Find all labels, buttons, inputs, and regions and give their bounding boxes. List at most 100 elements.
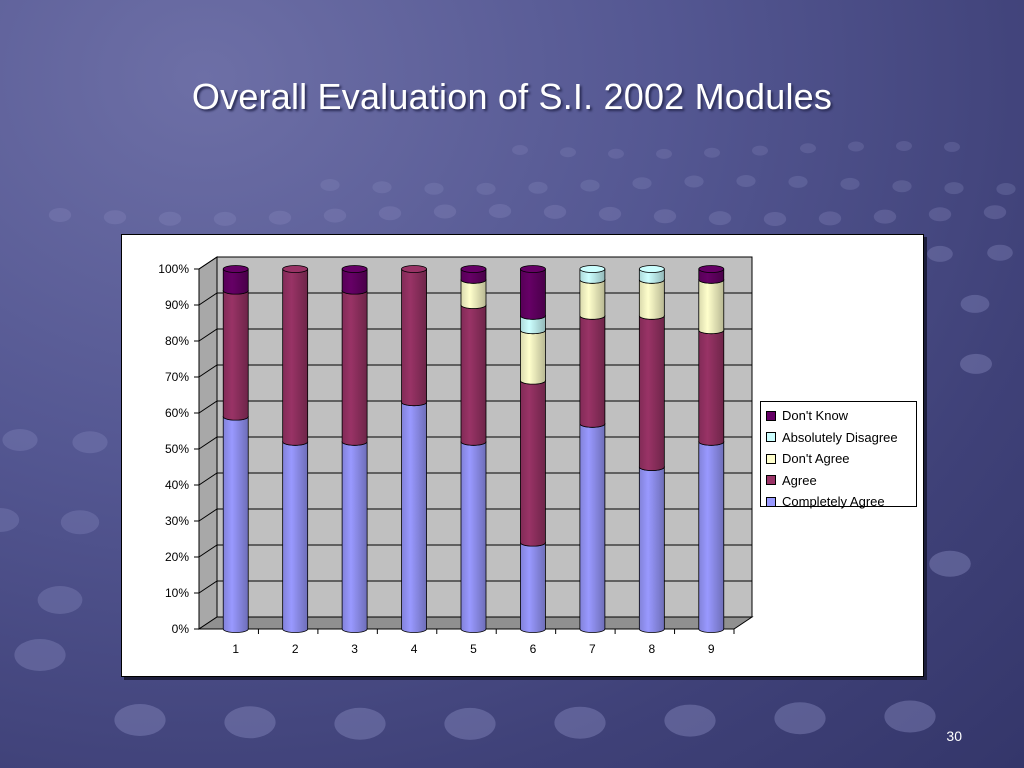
chart-legend: Don't Know Absolutely Disagree Don't Agree… [760, 401, 917, 509]
bar-segment [698, 329, 725, 446]
background-dot [983, 205, 1007, 220]
legend-swatch [766, 453, 776, 464]
background-dot [48, 208, 72, 222]
bar-segment [520, 315, 546, 335]
x-tick-label: 9 [708, 642, 715, 656]
background-dot [0, 508, 20, 532]
background-dot [378, 206, 402, 221]
background-dot [960, 353, 992, 374]
background-dot [987, 244, 1013, 261]
background-dot [608, 148, 624, 159]
bar-segment [460, 441, 487, 633]
background-dot [653, 209, 677, 224]
bar-segment [520, 542, 546, 633]
bar-segment [401, 401, 427, 633]
background-dot [927, 245, 953, 262]
bar-segment [579, 268, 606, 284]
legend-label: Absolutely Disagree [782, 429, 898, 445]
bar-segment [520, 380, 546, 547]
bar-segment [222, 416, 249, 633]
background-dot [213, 211, 237, 226]
background-dot [37, 586, 83, 614]
background-dot [580, 179, 600, 192]
background-dot [158, 211, 182, 226]
background-dot [960, 294, 990, 313]
background-dot [433, 204, 457, 219]
bar-segment-cap [698, 265, 725, 273]
y-tick-label: 10% [165, 586, 189, 600]
gridline [198, 328, 752, 342]
legend-swatch [766, 432, 776, 443]
x-tick-label: 8 [648, 642, 655, 656]
background-dot [528, 181, 548, 194]
background-dot [664, 704, 716, 737]
background-dot [929, 550, 971, 577]
y-tick-label: 50% [165, 442, 189, 456]
chart-container: 0% 10% 20% 30% 40% 50% 60% 70% 80% 90% 100% 1 2 3 4 5 6 7… [121, 234, 924, 677]
background-dot [763, 211, 787, 226]
bar-segment [222, 268, 249, 295]
background-dot [996, 182, 1016, 195]
legend-item: Don't Know [766, 405, 916, 427]
background-dot [72, 431, 108, 454]
background-dot [944, 182, 964, 195]
x-tick-label: 5 [470, 642, 477, 656]
bar-segment [638, 315, 665, 471]
bar-segment [520, 268, 546, 320]
background-dot [320, 179, 340, 191]
bar-segment [222, 290, 249, 421]
background-dot [896, 141, 912, 152]
background-dot [372, 181, 392, 194]
stacked-bar-chart: 0% 10% 20% 30% 40% 50% 60% 70% 80% 90% 100% 1 2 3 4 5 6 7… [158, 256, 754, 656]
background-dot [60, 510, 100, 535]
gridline [198, 400, 752, 414]
x-tick-label: 3 [351, 642, 358, 656]
background-dot [14, 639, 66, 671]
background-dot [704, 147, 720, 158]
x-tick-label: 2 [292, 642, 299, 656]
bar-segment [341, 290, 368, 446]
gridline [198, 364, 752, 378]
background-dot [848, 141, 864, 152]
bar-segment [579, 423, 606, 633]
legend-item: Completely Agree [766, 491, 916, 513]
background-dot [800, 143, 816, 154]
y-tick-label: 0% [172, 622, 190, 636]
background-dot [424, 182, 444, 195]
bar-segment [698, 279, 725, 335]
bar-segment [401, 268, 427, 407]
gridline [198, 580, 752, 594]
x-tick-label: 4 [411, 642, 418, 656]
background-dot [114, 704, 166, 736]
bar-segment [638, 466, 665, 633]
bar-segment [698, 441, 725, 633]
bar-segment-cap [638, 265, 665, 273]
bar-segment [638, 268, 665, 284]
bar-segment [341, 441, 368, 633]
gridline [198, 256, 752, 270]
background-dot [788, 175, 808, 188]
background-dot [656, 148, 672, 159]
bar-segment-cap [579, 265, 606, 273]
bar-segment [579, 315, 606, 428]
bar-segment [520, 329, 546, 385]
bar-segment [638, 279, 665, 320]
background-dot [598, 206, 622, 221]
background-dot [560, 147, 576, 158]
background-dot [928, 207, 952, 222]
bar-segment [579, 279, 606, 320]
x-tick-label: 1 [232, 642, 239, 656]
gridline [198, 436, 752, 450]
background-dot [708, 211, 732, 226]
gridline [198, 472, 752, 486]
background-dot [444, 707, 496, 740]
legend-item: Agree [766, 470, 916, 492]
legend-label: Don't Agree [782, 451, 850, 467]
background-dot [476, 182, 496, 195]
background-dot [752, 145, 768, 156]
background-dot [818, 211, 842, 226]
legend-swatch [766, 496, 776, 507]
background-dot [103, 210, 127, 225]
legend-item: Don't Agree [766, 448, 916, 470]
y-tick-label: 100% [158, 262, 189, 276]
